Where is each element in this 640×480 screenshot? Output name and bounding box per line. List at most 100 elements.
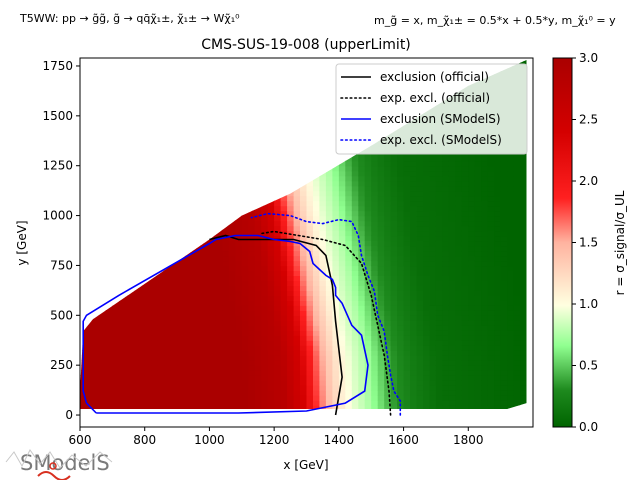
heat-cell <box>92 230 100 237</box>
heat-cell <box>125 110 133 117</box>
heat-cell <box>487 380 495 386</box>
heat-cell <box>144 250 152 257</box>
heat-cell <box>410 195 418 202</box>
heat-cell <box>520 60 527 62</box>
heat-cell <box>248 76 256 82</box>
heat-cell <box>351 245 359 252</box>
heat-cell <box>494 270 502 276</box>
heat-cell <box>144 125 152 132</box>
heat-cell <box>125 100 133 107</box>
heat-cell <box>215 120 223 127</box>
heat-cell <box>196 200 204 207</box>
heat-cell <box>500 250 508 257</box>
heat-cell <box>461 210 469 217</box>
heat-cell <box>203 330 211 336</box>
heat-cell <box>151 325 159 331</box>
heat-cell <box>164 190 172 197</box>
heat-cell <box>287 305 295 311</box>
heat-cell <box>416 190 424 197</box>
heat-cell <box>209 255 217 262</box>
heat-cell <box>377 180 385 187</box>
heat-cell <box>319 390 327 396</box>
heat-cell <box>144 290 152 296</box>
heat-cell <box>397 325 405 331</box>
heat-cell <box>416 395 424 401</box>
heat-cell <box>390 340 398 346</box>
heat-cell <box>157 66 165 72</box>
heat-cell <box>520 285 527 291</box>
heat-cell <box>325 325 333 331</box>
heat-cell <box>313 400 321 406</box>
heat-cell <box>494 180 502 187</box>
heat-cell <box>241 195 249 202</box>
heat-cell <box>215 305 223 311</box>
heat-cell <box>332 205 340 212</box>
heat-cell <box>267 275 275 281</box>
heat-cell <box>228 90 236 97</box>
heat-cell <box>183 355 191 361</box>
heat-cell <box>235 355 243 361</box>
heat-cell <box>390 335 398 341</box>
heat-cell <box>358 410 365 416</box>
heat-cell <box>403 185 411 192</box>
heat-cell <box>92 275 100 281</box>
heat-cell <box>377 315 385 321</box>
heat-cell <box>261 76 269 82</box>
heat-cell <box>287 180 295 187</box>
heat-cell <box>416 175 424 182</box>
heat-cell <box>293 110 301 117</box>
heat-cell <box>435 365 443 371</box>
heat-cell <box>151 210 159 217</box>
heat-cell <box>190 105 198 112</box>
heat-cell <box>267 170 275 177</box>
heat-cell <box>228 215 236 222</box>
heat-cell <box>325 195 333 202</box>
heat-cell <box>500 395 508 401</box>
heat-cell <box>151 255 159 262</box>
heat-cell <box>131 350 139 356</box>
heat-cell <box>429 400 437 406</box>
heat-cell <box>358 250 366 257</box>
heat-cell <box>300 285 308 291</box>
heat-cell <box>293 140 301 147</box>
heat-cell <box>118 165 126 172</box>
heat-cell <box>300 390 308 396</box>
heat-cell <box>325 235 333 242</box>
heat-cell <box>112 245 120 252</box>
heat-cell <box>86 375 94 381</box>
heat-cell <box>209 330 217 336</box>
heat-cell <box>481 155 489 162</box>
heat-cell <box>332 365 340 371</box>
heat-cell <box>487 385 495 391</box>
heat-cell <box>99 115 107 122</box>
heat-cell <box>287 350 295 356</box>
heat-cell <box>125 375 133 381</box>
heat-cell <box>222 305 230 311</box>
heat-cell <box>287 290 295 296</box>
heat-cell <box>306 210 314 217</box>
heat-cell <box>157 165 165 172</box>
heat-cell <box>86 280 94 286</box>
heat-cell <box>254 350 262 356</box>
heat-cell <box>99 310 107 316</box>
heat-cell <box>151 195 159 202</box>
heat-cell <box>183 235 191 242</box>
heat-cell <box>507 280 515 286</box>
heat-cell <box>112 355 120 361</box>
heat-cell <box>131 200 139 207</box>
heat-cell <box>293 195 301 202</box>
heat-cell <box>416 210 424 217</box>
heat-cell <box>429 190 437 197</box>
heat-cell <box>325 215 333 222</box>
heat-cell <box>280 335 288 341</box>
heat-cell <box>280 290 288 296</box>
heat-cell <box>170 300 178 306</box>
heat-cell <box>118 180 126 187</box>
heat-cell <box>170 245 178 252</box>
heat-cell <box>520 380 527 386</box>
heat-cell <box>448 365 456 371</box>
heat-cell <box>319 410 326 416</box>
heat-cell <box>80 175 88 182</box>
heat-cell <box>203 360 211 366</box>
heat-cell <box>429 235 437 242</box>
